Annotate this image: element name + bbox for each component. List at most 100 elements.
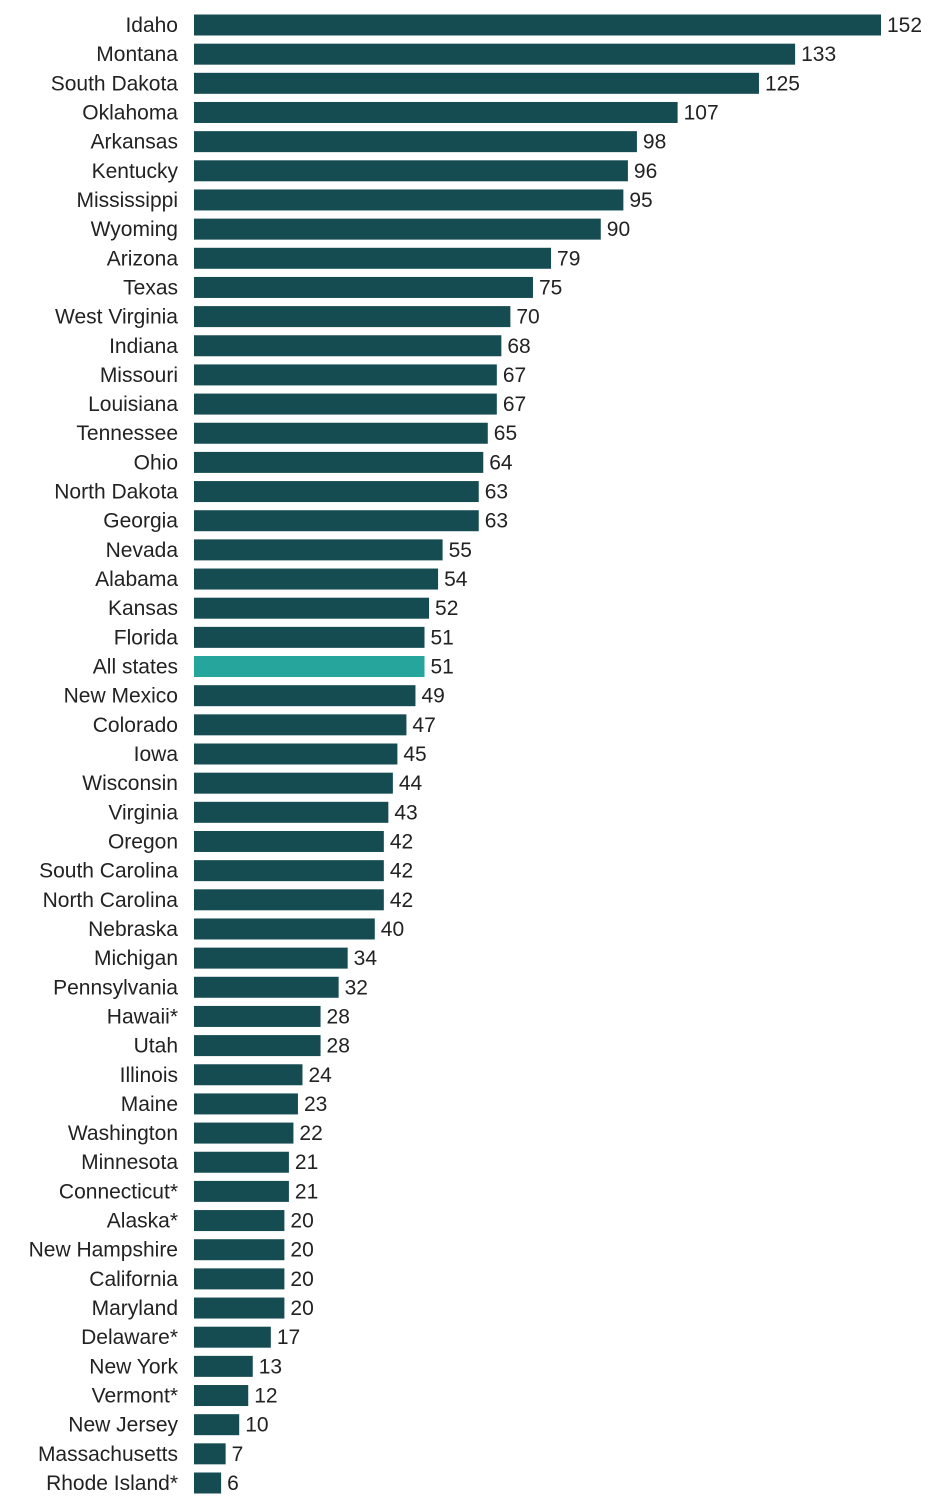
category-label: Florida: [114, 626, 179, 649]
bar-row: North Carolina 42: [43, 889, 414, 912]
value-label: 64: [489, 451, 513, 474]
bar: [194, 918, 375, 940]
bar: [194, 539, 443, 561]
category-label: Virginia: [108, 801, 178, 824]
value-label: 42: [390, 830, 413, 853]
bar-row: Hawaii* 28: [107, 1005, 350, 1028]
bar-row: North Dakota 63: [54, 481, 508, 504]
category-label: Hawaii*: [107, 1005, 178, 1028]
category-label: Kentucky: [92, 160, 179, 183]
category-label: Minnesota: [81, 1151, 178, 1174]
bar-row: South Dakota 125: [51, 72, 800, 95]
value-label: 65: [494, 422, 517, 445]
bar: [194, 597, 430, 619]
category-label: Pennsylvania: [53, 976, 178, 999]
category-label: Maine: [121, 1093, 178, 1116]
value-label: 67: [503, 393, 526, 416]
bar-row: Tennessee 65: [76, 422, 517, 445]
value-label: 98: [643, 131, 666, 154]
bar: [194, 1268, 285, 1290]
bar-row: California 20: [89, 1268, 313, 1291]
bar-row: West Virginia 70: [55, 306, 540, 329]
bar-row: Rhode Island* 6: [46, 1472, 239, 1495]
value-label: 96: [634, 160, 657, 183]
bar: [194, 1210, 285, 1232]
bar-row: New Jersey 10: [68, 1414, 268, 1437]
value-label: 75: [539, 276, 562, 299]
bar: [194, 1239, 285, 1261]
category-label: Missouri: [100, 364, 178, 387]
value-label: 67: [503, 364, 526, 387]
bar-row: Oregon 42: [108, 830, 413, 853]
value-label: 13: [259, 1355, 282, 1378]
bar: [194, 335, 502, 357]
category-label: Ohio: [134, 451, 178, 474]
bar-row: Pennsylvania 32: [53, 976, 368, 999]
bar: [194, 72, 759, 94]
category-label: Utah: [134, 1035, 178, 1058]
value-label: 24: [308, 1064, 332, 1087]
value-label: 90: [607, 218, 630, 241]
value-label: 55: [449, 539, 472, 562]
bar: [194, 772, 393, 794]
bar-row: Kansas 52: [108, 597, 458, 620]
bar-row: Minnesota 21: [81, 1151, 318, 1174]
value-label: 52: [435, 597, 458, 620]
bar: [194, 481, 479, 503]
bar: [194, 1064, 303, 1086]
category-label: Massachusetts: [38, 1443, 178, 1466]
value-label: 28: [327, 1035, 350, 1058]
bar: [194, 626, 425, 648]
category-label: Vermont*: [92, 1385, 178, 1408]
bar: [194, 247, 552, 269]
category-label: Washington: [68, 1122, 178, 1145]
value-label: 10: [245, 1414, 268, 1437]
value-label: 42: [390, 860, 413, 883]
category-label: New Hampshire: [29, 1239, 178, 1262]
bar: [194, 1151, 289, 1173]
category-label: Louisiana: [88, 393, 178, 416]
value-label: 12: [254, 1385, 277, 1408]
bar: [194, 1093, 298, 1115]
bar-row: Virginia 43: [108, 801, 417, 824]
bar-row: Wyoming 90: [91, 218, 630, 241]
category-label: Idaho: [125, 14, 178, 37]
bar-row: Mississippi 95: [76, 189, 652, 212]
category-label: Nebraska: [88, 918, 178, 941]
category-label: Michigan: [94, 947, 178, 970]
category-label: Connecticut*: [59, 1180, 178, 1203]
bar: [194, 1355, 253, 1377]
bar-row: New York 13: [89, 1355, 282, 1378]
value-label: 70: [516, 306, 539, 329]
bar: [194, 1414, 240, 1436]
bar: [194, 947, 348, 969]
bar: [194, 830, 384, 852]
value-label: 7: [232, 1443, 244, 1466]
category-label: Texas: [123, 276, 178, 299]
value-label: 51: [431, 626, 454, 649]
value-label: 40: [381, 918, 404, 941]
bar: [194, 714, 407, 736]
bar-row: Oklahoma 107: [82, 101, 718, 124]
category-label: Alabama: [95, 568, 178, 591]
bar: [194, 189, 624, 211]
bar-row: New Mexico 49: [64, 685, 445, 708]
bar: [194, 1122, 294, 1144]
bar: [194, 276, 533, 298]
category-label: Indiana: [109, 335, 178, 358]
bar: [194, 101, 678, 123]
value-label: 17: [277, 1326, 300, 1349]
category-label: Rhode Island*: [46, 1472, 178, 1495]
value-label: 133: [801, 43, 836, 66]
bar-row: Indiana 68: [109, 335, 531, 358]
bar-row: Nebraska 40: [88, 918, 404, 941]
value-label: 20: [290, 1297, 313, 1320]
bar-row: Florida 51: [114, 626, 454, 649]
bar-row: Georgia 63: [103, 510, 508, 533]
bar: [194, 801, 389, 823]
value-label: 20: [290, 1210, 313, 1233]
bar: [194, 1005, 321, 1027]
category-label: New York: [89, 1355, 178, 1378]
bar: [194, 451, 484, 473]
